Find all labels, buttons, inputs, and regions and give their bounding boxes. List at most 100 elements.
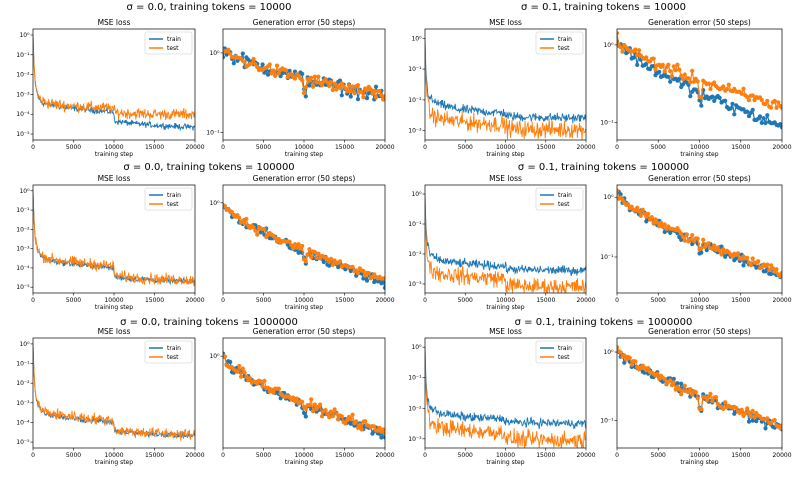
series-point-test bbox=[617, 345, 620, 350]
series-point-test bbox=[325, 411, 330, 416]
series-point-test bbox=[715, 245, 720, 250]
series-point-test bbox=[238, 374, 244, 379]
x-tick-label: 15000 bbox=[536, 452, 555, 459]
series-point-test bbox=[328, 79, 334, 84]
series-point-test bbox=[660, 62, 665, 67]
series-point-test bbox=[283, 68, 289, 73]
series-point-test bbox=[348, 417, 353, 422]
legend-label-test: test bbox=[558, 45, 570, 52]
series-point-test bbox=[706, 81, 711, 86]
series-point-test bbox=[379, 93, 384, 98]
legend: train test bbox=[535, 187, 584, 211]
x-tick-label: 15000 bbox=[536, 144, 555, 151]
series-point-test bbox=[712, 243, 717, 248]
x-tick-label: 5000 bbox=[256, 297, 271, 304]
series-point-test bbox=[737, 410, 742, 416]
x-axis-label: training step bbox=[486, 151, 524, 158]
series-point-test bbox=[300, 399, 305, 404]
plot-area bbox=[223, 203, 385, 290]
series-point-test bbox=[618, 45, 623, 50]
y-tick-label: 10⁻³ bbox=[16, 246, 30, 253]
series-point-test bbox=[779, 270, 782, 275]
x-tick-label: 0 bbox=[31, 452, 35, 459]
series-point-train bbox=[260, 62, 265, 67]
series-point-test bbox=[350, 264, 355, 269]
x-tick-label: 5000 bbox=[651, 452, 666, 459]
series-point-train bbox=[321, 259, 326, 265]
series-line-test bbox=[425, 38, 586, 140]
series-point-test bbox=[748, 414, 753, 419]
series-point-train bbox=[622, 360, 627, 365]
series-point-test bbox=[260, 384, 265, 389]
series-point-test bbox=[345, 89, 350, 94]
series-point-train bbox=[635, 62, 640, 67]
series-point-test bbox=[307, 403, 312, 408]
x-tick-label: 5000 bbox=[458, 452, 473, 459]
panel-title: Generation error (50 steps) bbox=[648, 327, 751, 336]
x-axis-label: training step bbox=[285, 151, 323, 158]
x-tick-label: 0 bbox=[615, 297, 619, 304]
series-point-test bbox=[355, 271, 361, 276]
series-point-test bbox=[708, 86, 713, 92]
series-point-test bbox=[680, 234, 686, 240]
series-point-test bbox=[373, 95, 379, 100]
series-point-test bbox=[699, 407, 704, 412]
series-point-test bbox=[655, 371, 660, 377]
series-point-test bbox=[328, 256, 334, 261]
series-point-test bbox=[350, 412, 355, 417]
series-point-test bbox=[671, 64, 676, 69]
series-point-test bbox=[276, 71, 281, 76]
series-point-train bbox=[336, 265, 341, 270]
series-point-test bbox=[620, 197, 625, 202]
x-tick-label: 10000 bbox=[104, 297, 123, 304]
series-point-train bbox=[631, 55, 636, 60]
series-point-train bbox=[382, 435, 385, 440]
series-point-test bbox=[273, 236, 278, 241]
series-point-test bbox=[316, 74, 321, 79]
chart-panel: MSE loss 0 5000 10000 15000 20000 10⁰ 10⁻¹ 10⁻² 1… bbox=[408, 327, 595, 466]
series-point-test bbox=[662, 222, 667, 227]
series-point-test bbox=[668, 378, 673, 383]
y-tick-label: 10⁻¹ bbox=[16, 52, 30, 59]
series-line-train bbox=[33, 34, 195, 132]
series-point-test bbox=[673, 68, 678, 73]
x-tick-label: 0 bbox=[221, 452, 225, 459]
series-point-test bbox=[249, 61, 254, 66]
plot-area bbox=[425, 346, 586, 448]
series-point-test bbox=[669, 74, 675, 79]
series-point-test bbox=[622, 353, 627, 358]
x-tick-label: 5000 bbox=[651, 144, 666, 151]
series-point-test bbox=[372, 424, 377, 429]
x-axis-label: training step bbox=[285, 459, 323, 466]
series-point-test bbox=[657, 224, 662, 229]
series-point-test bbox=[746, 98, 752, 103]
series-point-test bbox=[328, 409, 334, 414]
series-point-test bbox=[635, 205, 640, 210]
panel-title: Generation error (50 steps) bbox=[253, 18, 356, 27]
series-point-train bbox=[730, 101, 735, 106]
series-point-test bbox=[292, 242, 298, 247]
series-point-train bbox=[303, 414, 308, 419]
series-point-train bbox=[287, 68, 292, 73]
series-point-train bbox=[240, 51, 245, 56]
series-point-test bbox=[618, 350, 623, 355]
series-point-train bbox=[757, 114, 763, 119]
x-tick-label: 10000 bbox=[496, 452, 515, 459]
series-point-train bbox=[710, 94, 715, 99]
x-tick-label: 15000 bbox=[536, 297, 555, 304]
series-point-test bbox=[668, 69, 673, 74]
series-point-test bbox=[638, 213, 643, 218]
series-point-test bbox=[318, 402, 323, 407]
series-point-train bbox=[677, 76, 682, 81]
series-point-train bbox=[704, 248, 709, 253]
series-point-test bbox=[327, 415, 332, 420]
series-point-train bbox=[778, 122, 782, 127]
y-tick-label: 10⁰ bbox=[19, 188, 30, 195]
series-point-test bbox=[382, 94, 385, 99]
series-point-test bbox=[688, 80, 693, 85]
x-axis-label: training step bbox=[680, 459, 718, 466]
plot-area bbox=[425, 193, 586, 293]
series-point-test bbox=[774, 105, 779, 110]
x-tick-label: 20000 bbox=[375, 452, 394, 459]
series-point-test bbox=[677, 67, 682, 72]
